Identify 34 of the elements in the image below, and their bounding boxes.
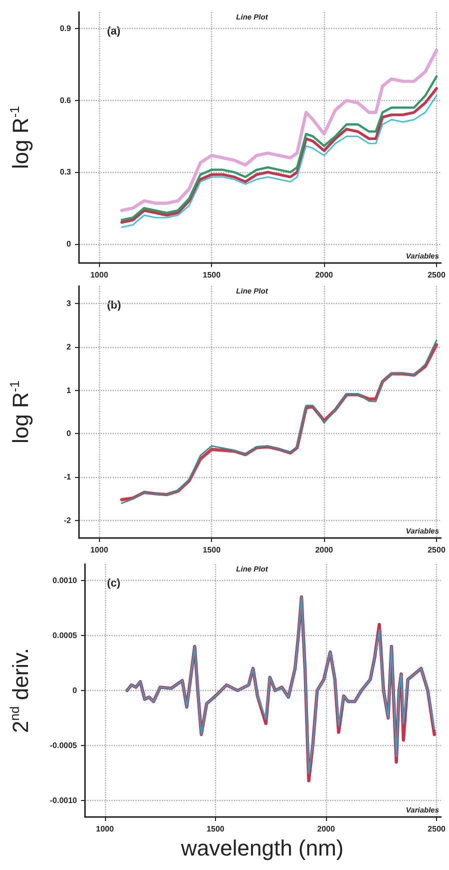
x-tick-label: 2500 bbox=[428, 270, 446, 280]
y-tick-label: -0.0005 bbox=[50, 741, 78, 750]
x-tick-label: 1500 bbox=[206, 824, 225, 834]
y-tick-label: 0 bbox=[66, 239, 72, 248]
y-tick-label: 0.6 bbox=[60, 96, 72, 105]
y-tick-label: 0.0010 bbox=[52, 576, 78, 585]
y-tick-label: 0 bbox=[66, 429, 72, 438]
x-tick-label: 2500 bbox=[428, 546, 446, 554]
x-tick-label: 2000 bbox=[315, 546, 334, 554]
text: wavelength (nm) bbox=[180, 836, 344, 860]
x-tick-label: 1000 bbox=[90, 270, 109, 280]
y-axis-title: log R-1 bbox=[7, 106, 33, 169]
y-tick-label: 0 bbox=[72, 686, 78, 695]
y-tick-label: 3 bbox=[66, 298, 72, 308]
y-tick-label: -0.0010 bbox=[50, 796, 78, 805]
x-tick-label: 2000 bbox=[315, 270, 334, 280]
annotation: (a) bbox=[107, 26, 121, 38]
x-tick-label: 1500 bbox=[202, 270, 222, 280]
y-tick-label: -2 bbox=[64, 516, 72, 526]
y-axis-title: 2nd deriv. bbox=[7, 648, 33, 733]
x-tick-label: 1000 bbox=[96, 824, 114, 834]
y-tick-label: 0.3 bbox=[60, 168, 72, 177]
y-tick-label: 1 bbox=[66, 386, 72, 395]
x-tick-label: 1500 bbox=[202, 546, 222, 554]
x-tick-label: 2500 bbox=[428, 824, 446, 834]
x-tick-label: 1000 bbox=[90, 546, 109, 554]
x-tick-label: 2000 bbox=[317, 824, 336, 834]
y-tick-label: 0.0005 bbox=[52, 631, 78, 640]
annotation: (c) bbox=[107, 578, 121, 590]
y-tick-label: 2 bbox=[66, 342, 72, 352]
y-tick-label: 0.9 bbox=[60, 24, 72, 34]
y-axis-title: log R-1 bbox=[7, 380, 33, 444]
annotation: (b) bbox=[107, 300, 122, 312]
y-tick-label: -1 bbox=[64, 472, 72, 482]
